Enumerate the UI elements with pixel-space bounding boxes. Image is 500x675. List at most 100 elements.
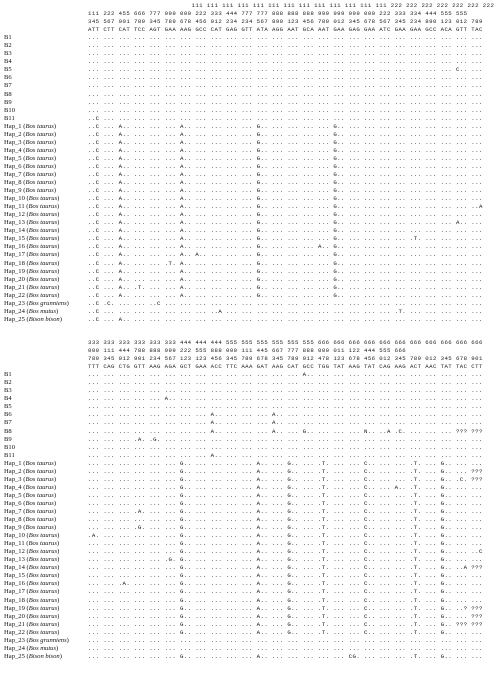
sequence-row: ..C ... ... ... ... ... ... ... ..A ... … — [88, 307, 483, 315]
taxon-label: Hap_1 (Bos taurus) — [4, 122, 57, 130]
taxon-label-column: B1 B2 B3 B4 B5 B6 B7 B8 B9 B10 B11 Hap_1 (Bos tauru… — [4, 339, 88, 661]
sequence-row: ... ... ... ... ... ... ... ... ... ... … — [88, 34, 483, 42]
species-name: Bos grunniens — [28, 299, 67, 307]
taxon-label: Hap_2 (Bos taurus) — [4, 130, 57, 138]
sequence-row: ..C ... A.. ... ... ... A.. ... ... ... … — [88, 267, 483, 275]
taxon-label: B7 — [4, 419, 88, 427]
taxon-label: Hap_24 (Bos mutus) — [4, 644, 59, 652]
taxon-id: Hap_1 — [4, 122, 22, 130]
sequence-row: ... ... ... ... ... ... ... ... ... ... … — [88, 644, 483, 652]
sequence-row: ... ... ... ... ... ... G.. ... ... ... … — [88, 540, 483, 548]
taxon-label: Hap_7 (Bos taurus) — [4, 507, 57, 515]
species-name: Bos taurus — [28, 548, 58, 556]
sequence-row: ..C ... A.. ... ... ... A.. ... ... ... … — [88, 275, 483, 283]
sequence-row: ... ... ... .A. .G. ... ... ... ... ... … — [88, 435, 483, 443]
sequence-row: ... ... ... ... ... ... G.. ... ... ... … — [88, 483, 483, 491]
sequence-row: ... ... ... ... ... ... G.. ... ... ... … — [88, 572, 483, 580]
taxon-label-column: B1 B2 B3 B4 B5 B6 B7 B8 B9 B10 B11 Hap_1 (Bos tauru… — [4, 2, 88, 324]
taxon-id: Hap_18 — [4, 596, 25, 604]
taxon-id: B5 — [4, 66, 12, 74]
taxon-id: Hap_3 — [4, 138, 22, 146]
species-name: Bison bison — [28, 652, 60, 660]
taxon-id: B2 — [4, 42, 12, 50]
species-name: Bos taurus — [25, 122, 54, 130]
taxon-label: B7 — [4, 82, 88, 90]
taxon-label: Hap_13 (Bos taurus) — [4, 219, 60, 227]
sequence-row: ... ... ... ... ... ... ... ... A.. ... … — [88, 451, 483, 459]
taxon-label: B8 — [4, 428, 88, 436]
header-spacer — [4, 339, 88, 347]
taxon-id: Hap_22 — [4, 628, 25, 636]
taxon-id: B10 — [4, 106, 15, 114]
position-header-line: 345 567 901 789 345 789 678 456 012 234 … — [88, 18, 483, 26]
sequence-row: ... ... ... ... ... ... G.. ... ... ... … — [88, 652, 483, 660]
sequence-row: ... ... ... ... ... ... ... ... ... ... … — [88, 90, 483, 98]
species-name: Bos taurus — [25, 179, 54, 187]
species-name: Bos taurus — [25, 459, 54, 467]
taxon-id: B11 — [4, 114, 15, 122]
sequence-row: ... ... ... ... ... A.. ... ... ... ... … — [88, 395, 483, 403]
taxon-label: Hap_23 (Bos grunniens) — [4, 636, 69, 644]
header-spacer — [4, 18, 88, 26]
taxon-label: B4 — [4, 58, 88, 66]
taxon-label: Hap_11 (Bos taurus) — [4, 540, 60, 548]
sequence-row: ... ... ... ... ... ... G.. ... ... ... … — [88, 612, 483, 620]
sequence-row: ... ... ... ... ... ... G.. ... ... ... … — [88, 491, 483, 499]
taxon-label: Hap_20 (Bos taurus) — [4, 612, 60, 620]
taxon-id: Hap_23 — [4, 636, 25, 644]
sequence-row: ... ... ... ... ... ... ... ... ... ... … — [88, 106, 483, 114]
sequence-row: ... ... ... ... ... ... ... ... ... ... … — [88, 42, 483, 50]
taxon-label: Hap_19 (Bos taurus) — [4, 267, 60, 275]
taxon-label: Hap_8 (Bos taurus) — [4, 516, 57, 524]
taxon-label: Hap_17 (Bos taurus) — [4, 251, 60, 259]
species-name: Bos taurus — [28, 580, 58, 588]
sequence-row: ... ... ... ... ... ... G.. ... ... ... … — [88, 467, 483, 475]
taxon-id: B4 — [4, 58, 12, 66]
species-name: Bos mutus — [28, 644, 57, 652]
species-name: Bos taurus — [28, 620, 58, 628]
species-name: Bos taurus — [28, 219, 58, 227]
taxon-label: Hap_8 (Bos taurus) — [4, 179, 57, 187]
taxon-id: B1 — [4, 371, 12, 379]
taxon-id: B2 — [4, 379, 12, 387]
taxon-label: Hap_23 (Bos grunniens) — [4, 299, 69, 307]
sequence-row: ... ... ... ... ... .G. G.. ... ... ... … — [88, 556, 483, 564]
sequence-row: ... ... ... ... ... ... ... ... ... ... … — [88, 387, 483, 395]
taxon-id: Hap_8 — [4, 516, 22, 524]
sequence-row: ..C ... A.. .T. ... ... A.. ... ... ... … — [88, 283, 483, 291]
taxon-label: Hap_14 (Bos taurus) — [4, 564, 60, 572]
species-name: Bos taurus — [25, 467, 54, 475]
sequence-column: 333 333 333 333 333 333 444 444 444 555 … — [88, 339, 498, 661]
taxon-id: B10 — [4, 443, 15, 451]
taxon-label: B6 — [4, 411, 88, 419]
species-name: Bos taurus — [28, 259, 58, 267]
taxon-id: Hap_8 — [4, 179, 22, 187]
position-header-line: 111 111 111 111 111 111 111 111 111 111 … — [88, 2, 495, 9]
taxon-id: Hap_23 — [4, 299, 25, 307]
taxon-id: Hap_13 — [4, 556, 25, 564]
sequence-row: ... ... ... ... ... ... G.. ... ... ... … — [88, 499, 483, 507]
taxon-id: B6 — [4, 411, 12, 419]
species-name: Bos taurus — [25, 146, 54, 154]
species-name: Bos taurus — [28, 251, 58, 259]
position-header-line: 000 111 444 788 888 999 222 555 888 000 … — [88, 347, 407, 355]
taxon-label: Hap_7 (Bos taurus) — [4, 170, 57, 178]
taxon-label: Hap_17 (Bos taurus) — [4, 588, 60, 596]
species-name: Bos grunniens — [28, 636, 67, 644]
species-name: Bos taurus — [25, 524, 54, 532]
taxon-label: Hap_12 (Bos taurus) — [4, 211, 60, 219]
taxon-label: Hap_22 (Bos taurus) — [4, 291, 60, 299]
species-name: Bos taurus — [28, 604, 58, 612]
taxon-id: Hap_21 — [4, 620, 25, 628]
taxon-label: Hap_14 (Bos taurus) — [4, 227, 60, 235]
species-name: Bos taurus — [28, 572, 58, 580]
position-header-line: ATT CTT CAT TCC AGT GAA AAG GCC CAT GAG … — [88, 26, 483, 34]
taxon-label: Hap_21 (Bos taurus) — [4, 620, 60, 628]
taxon-id: Hap_11 — [4, 540, 25, 548]
taxon-id: Hap_15 — [4, 235, 25, 243]
sequence-row: ... ... ... ... ... ... ... ... ... ... … — [88, 50, 483, 58]
sequence-row: ..C ... A.. ... ... ... A.. ... ... ... … — [88, 130, 483, 138]
taxon-label: B9 — [4, 99, 88, 107]
species-name: Bos taurus — [25, 187, 54, 195]
taxon-label: Hap_9 (Bos taurus) — [4, 187, 57, 195]
